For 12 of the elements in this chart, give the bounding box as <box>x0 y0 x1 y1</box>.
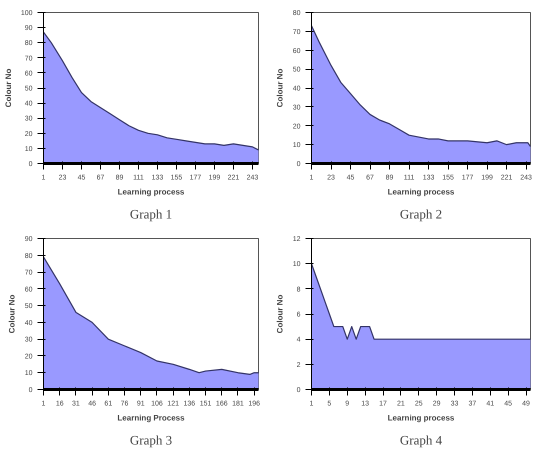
caption: Graph 1 <box>130 206 172 222</box>
caption: Graph 2 <box>400 206 442 222</box>
y-axis-title: Colour No <box>4 68 13 108</box>
y-axis-title: Colour No <box>276 68 285 108</box>
x-axis-title: Learning process <box>388 188 455 196</box>
x-axis-title: Learning process <box>388 414 455 422</box>
x-axis-title: Learning process <box>118 188 185 196</box>
y-axis-title: Colour No <box>8 294 17 334</box>
x-axis-title: Learning Process <box>117 414 186 422</box>
caption: Graph 4 <box>400 432 443 448</box>
y-axis-title: Colour No <box>276 294 285 334</box>
caption: Graph 3 <box>130 432 172 448</box>
